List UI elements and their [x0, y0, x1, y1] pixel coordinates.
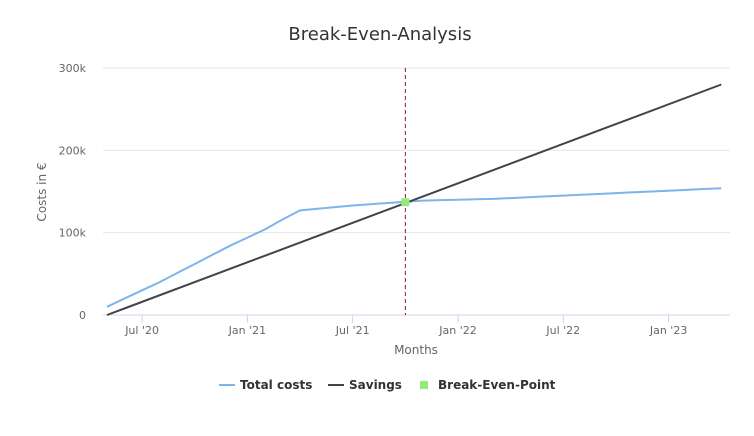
x-axis-label: Months — [394, 343, 438, 357]
x-axis: Jul '20 Jan '21 Jul '21 Jan '22 Jul '22 Jan '… — [124, 315, 687, 337]
legend: Total costs Savings Break-Even-Point — [219, 378, 556, 392]
x-tick-label: Jul '21 — [335, 324, 370, 337]
legend-item-break-even-point: Break-Even-Point — [420, 378, 556, 392]
x-tick-label: Jul '22 — [545, 324, 580, 337]
series-line-savings — [106, 83, 722, 316]
legend-symbol — [420, 381, 428, 389]
y-axis-label: Costs in € — [35, 162, 49, 221]
legend-item-savings: Savings — [328, 378, 402, 392]
grid-layer: 0 100k 200k 300k — [59, 62, 730, 322]
series-layer — [106, 83, 722, 316]
y-tick-label: 0 — [79, 309, 86, 322]
chart-title: Break-Even-Analysis — [288, 24, 471, 45]
series-line-total-costs — [106, 187, 722, 308]
y-tick-label: 200k — [59, 144, 87, 157]
y-tick-label: 100k — [59, 227, 87, 240]
x-tick-label: Jan '23 — [649, 324, 687, 337]
legend-item-total-costs: Total costs — [219, 378, 312, 392]
break-even-point — [401, 198, 410, 207]
x-tick-label: Jan '22 — [438, 324, 476, 337]
legend-label: Total costs — [240, 378, 312, 392]
x-tick-label: Jul '20 — [124, 324, 159, 337]
marker-layer — [401, 68, 410, 315]
legend-label: Break-Even-Point — [438, 378, 556, 392]
y-tick-label: 300k — [59, 62, 87, 75]
legend-label: Savings — [349, 378, 402, 392]
x-tick-label: Jan '21 — [228, 324, 266, 337]
